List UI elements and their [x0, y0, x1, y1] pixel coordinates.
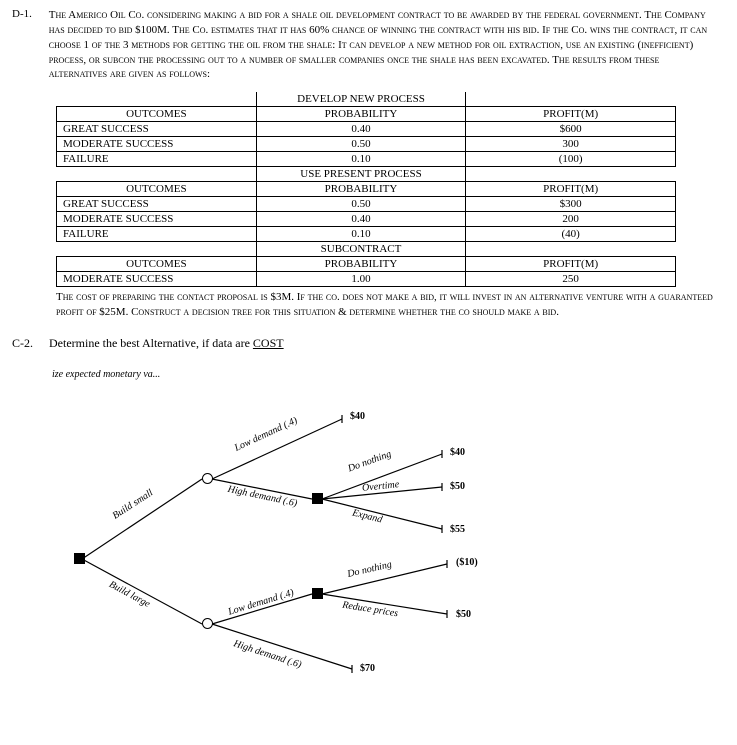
chance-node-small: [202, 473, 213, 484]
cell: GREAT SUCCESS: [57, 197, 257, 212]
root-decision-node: [74, 553, 85, 564]
decision-node-small-high: [312, 493, 323, 504]
col-outcomes: OUTCOMES: [57, 257, 257, 272]
cell: 200: [466, 212, 676, 227]
payoff-50b: $50: [456, 609, 471, 620]
cell: MODERATE SUCCESS: [57, 272, 257, 287]
cell: FAILURE: [57, 227, 257, 242]
table-develop: DEVELOP NEW PROCESS OUTCOMESPROBABILITYP…: [56, 92, 676, 287]
section-title-1: USE PRESENT PROCESS: [256, 167, 466, 182]
payoff-70: $70: [360, 663, 375, 674]
prob-c2-text: Determine the best Alternative, if data …: [49, 336, 284, 351]
col-outcomes: OUTCOMES: [57, 182, 257, 197]
col-prob: PROBABILITY: [256, 257, 466, 272]
cell: 0.50: [256, 137, 466, 152]
cell: $600: [466, 122, 676, 137]
cell: MODERATE SUCCESS: [57, 137, 257, 152]
payoff-50: $50: [450, 481, 465, 492]
payoff-55: $55: [450, 524, 465, 535]
alternatives-tables: DEVELOP NEW PROCESS OUTCOMESPROBABILITYP…: [56, 92, 725, 320]
decision-node-large-low: [312, 588, 323, 599]
payoff-m10: ($10): [456, 557, 478, 568]
col-profit: PROFIT(M): [466, 257, 676, 272]
cell: 0.50: [256, 197, 466, 212]
cell: 1.00: [256, 272, 466, 287]
cell: (40): [466, 227, 676, 242]
cell: 250: [466, 272, 676, 287]
cell: FAILURE: [57, 152, 257, 167]
prob-d1-text: The Americo Oil Co. considering making a…: [49, 8, 719, 82]
cell: (100): [466, 152, 676, 167]
col-outcomes: OUTCOMES: [57, 107, 257, 122]
col-prob: PROBABILITY: [256, 107, 466, 122]
cell: 0.40: [256, 122, 466, 137]
cell: GREAT SUCCESS: [57, 122, 257, 137]
payoff-40: $40: [350, 411, 365, 422]
cell: 300: [466, 137, 676, 152]
section-title-2: SUBCONTRACT: [256, 242, 466, 257]
prob-c2-label: C-2.: [12, 336, 46, 351]
cell: 0.10: [256, 227, 466, 242]
cell: 0.40: [256, 212, 466, 227]
problem-d1: D-1. The Americo Oil Co. considering mak…: [12, 8, 725, 82]
col-profit: PROFIT(M): [466, 182, 676, 197]
section-title-0: DEVELOP NEW PROCESS: [256, 92, 466, 107]
col-profit: PROFIT(M): [466, 107, 676, 122]
cell: MODERATE SUCCESS: [57, 212, 257, 227]
cell: $300: [466, 197, 676, 212]
chance-node-large: [202, 618, 213, 629]
problem-c2: C-2. Determine the best Alternative, if …: [12, 336, 725, 351]
payoff-40b: $40: [450, 447, 465, 458]
col-prob: PROBABILITY: [256, 182, 466, 197]
prob-d1-after: The cost of preparing the contact propos…: [56, 290, 725, 320]
decision-tree-diagram: ize expected monetary va... Build small …: [12, 369, 712, 699]
cell: 0.10: [256, 152, 466, 167]
prob-d1-label: D-1.: [12, 8, 46, 20]
